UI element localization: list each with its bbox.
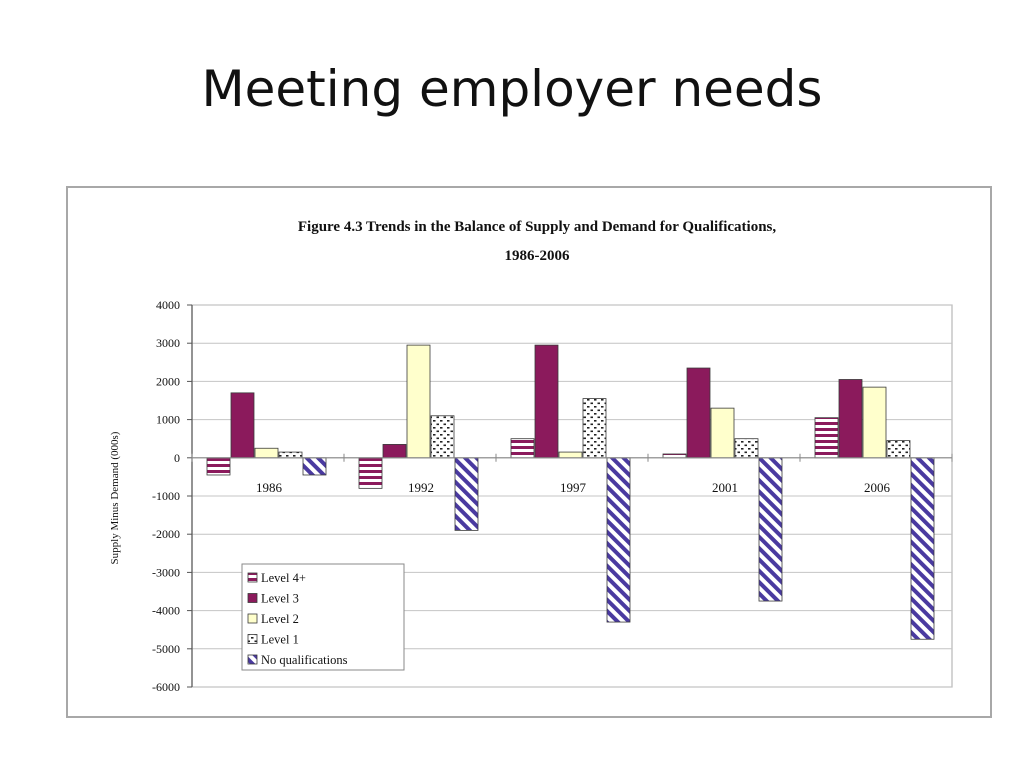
bar-chart: Figure 4.3 Trends in the Balance of Supp… (109, 219, 953, 694)
x-tick-label: 1992 (408, 480, 434, 495)
bar-level-1-2006 (886, 440, 911, 459)
legend-swatch (247, 613, 258, 624)
bar-level-4--2006 (814, 417, 839, 459)
bar-level-4--1986 (206, 457, 231, 476)
y-tick-label: -6000 (152, 680, 180, 694)
bar-level-2-1986 (254, 447, 279, 459)
legend-label: Level 4+ (261, 571, 306, 585)
bar-no-qualifications-2001 (758, 457, 783, 602)
y-axis-label: Supply Minus Demand (000s) (109, 431, 121, 564)
axes-layer: 4000 3000 2000 1000 0 -1000 -2000 -3000 -4000 -50… (152, 298, 953, 694)
bar-no-qualifications-1997 (606, 457, 631, 623)
x-tick-label: 1986 (256, 480, 283, 495)
bar-level-3-1997 (534, 344, 559, 459)
bar-no-qualifications-2006 (910, 457, 935, 640)
bars-layer (206, 344, 935, 640)
y-tick-label: -3000 (152, 565, 180, 579)
bar-level-4--1992 (358, 457, 383, 489)
bar-level-1-1997 (582, 398, 607, 459)
y-tick-label: 1000 (156, 413, 180, 427)
bar-level-1-1992 (430, 415, 455, 459)
bar-level-3-2006 (838, 379, 863, 459)
legend-swatch (247, 634, 258, 644)
slide-title: Meeting employer needs (201, 60, 823, 118)
bar-level-4--1997 (510, 438, 535, 459)
legend-swatch (247, 572, 258, 583)
legend-swatch (247, 593, 258, 603)
bar-no-qualifications-1986 (302, 457, 327, 476)
legend-swatch (247, 654, 258, 665)
legend-label: Level 3 (261, 592, 299, 606)
y-tick-label: 2000 (156, 374, 180, 388)
y-tick-label: -1000 (152, 489, 180, 503)
bar-level-1-1986 (278, 451, 303, 459)
bar-level-3-1986 (230, 392, 255, 459)
legend-box (241, 563, 405, 671)
x-tick-label: 2006 (864, 480, 891, 495)
y-tick-label: 0 (174, 451, 180, 465)
bar-no-qualifications-1992 (454, 457, 479, 531)
legend-label: No qualifications (261, 653, 348, 667)
bar-level-3-2001 (686, 367, 711, 459)
figure-frame: Figure 4.3 Trends in the Balance of Supp… (66, 186, 992, 718)
x-tick-label: 2001 (712, 480, 738, 495)
x-tick-label: 1997 (560, 480, 587, 495)
legend-label: Level 1 (261, 633, 299, 647)
y-tick-label: 3000 (156, 336, 180, 350)
legend-label: Level 2 (261, 612, 299, 626)
bar-level-1-2001 (734, 438, 759, 459)
bar-level-2-1992 (406, 344, 431, 459)
bar-level-3-1992 (382, 444, 407, 459)
bar-level-2-1997 (558, 451, 583, 459)
chart-title-line2: 1986-2006 (505, 248, 570, 264)
y-tick-label: -2000 (152, 527, 180, 541)
y-tick-label: 4000 (156, 298, 180, 312)
chart-title-line1: Figure 4.3 Trends in the Balance of Supp… (298, 219, 777, 235)
bar-level-2-2006 (862, 386, 887, 459)
y-tick-label: -5000 (152, 642, 180, 656)
legend: Level 4+ Level 3 Level 2 Level 1 No qualific… (241, 563, 405, 671)
y-tick-label: -4000 (152, 604, 180, 618)
bar-level-2-2001 (710, 407, 735, 459)
